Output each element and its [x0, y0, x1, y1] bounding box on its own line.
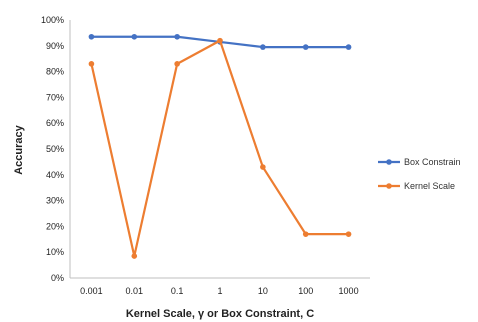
x-axis-ticks: 0.001 0.01 0.1 1 10 100 1000: [80, 286, 358, 296]
legend-item: Box Constrain: [378, 157, 461, 167]
legend-swatch-marker: [386, 159, 392, 165]
x-tick-label: 0.01: [126, 286, 144, 296]
data-point: [302, 44, 309, 50]
x-tick-label: 10: [258, 286, 268, 296]
series-layer: [88, 33, 352, 259]
data-point: [131, 33, 138, 40]
legend-label: Box Constrain: [404, 157, 461, 167]
legend-item: Kernel Scale: [378, 181, 455, 191]
data-point: [174, 61, 180, 67]
x-tick-label: 0.1: [171, 286, 184, 296]
legend-swatch-marker: [386, 183, 392, 189]
y-tick-label: 100%: [41, 15, 64, 25]
x-tick-label: 1000: [339, 286, 359, 296]
x-tick-label: 0.001: [80, 286, 103, 296]
y-tick-label: 10%: [46, 247, 64, 257]
y-tick-label: 40%: [46, 170, 64, 180]
data-point: [217, 37, 223, 44]
y-axis-title: Accuracy: [13, 124, 25, 174]
series-line: [90, 39, 349, 258]
data-point: [345, 44, 352, 50]
x-tick-label: 100: [298, 286, 313, 296]
data-point: [302, 231, 309, 237]
x-axis-title: Kernel Scale, γ or Box Constraint, C: [126, 308, 314, 320]
data-point: [88, 61, 95, 67]
y-tick-label: 70%: [46, 92, 64, 102]
data-point: [88, 33, 95, 40]
y-tick-label: 80%: [46, 67, 64, 77]
y-tick-label: 50%: [46, 144, 64, 154]
data-point: [174, 33, 180, 40]
series-2: [88, 37, 352, 259]
legend-label: Kernel Scale: [404, 181, 455, 191]
data-point: [260, 164, 266, 170]
y-tick-label: 0%: [51, 273, 64, 283]
data-point: [260, 44, 266, 50]
y-axis-ticks: 0% 10% 20% 30% 40% 50% 60% 70% 80% 90% 100%: [41, 15, 64, 283]
legend: Box Constrain Kernel Scale: [378, 157, 461, 191]
data-point: [131, 253, 138, 259]
y-tick-label: 20%: [46, 221, 64, 231]
y-tick-label: 90%: [46, 41, 64, 51]
y-tick-label: 60%: [46, 118, 64, 128]
y-tick-label: 30%: [46, 196, 64, 206]
data-point: [345, 231, 352, 237]
x-tick-label: 1: [217, 286, 222, 296]
